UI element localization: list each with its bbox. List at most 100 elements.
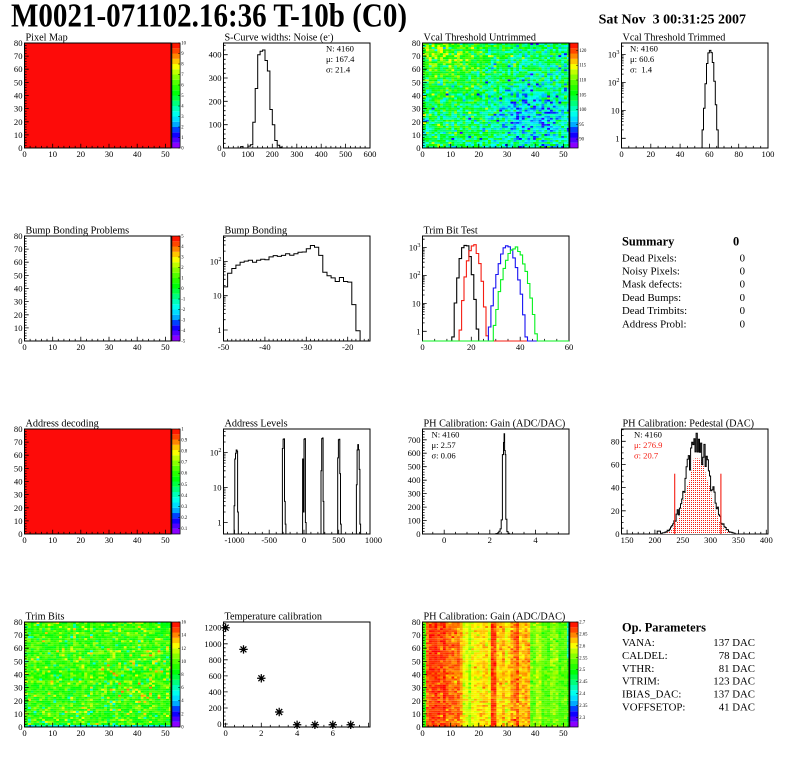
svg-text:110: 110 [579,79,587,84]
svg-text:20: 20 [14,310,23,320]
svg-text:-40: -40 [259,342,270,352]
svg-text:VTHR:: VTHR: [622,663,654,675]
svg-text:20: 20 [475,149,484,159]
svg-text:Address Probl:: Address Probl: [622,318,686,330]
svg-text:400: 400 [209,50,222,60]
svg-text:0: 0 [217,719,221,729]
svg-text:70: 70 [412,51,421,61]
svg-text:60: 60 [14,64,23,74]
svg-text:3: 3 [181,256,184,261]
svg-text:Pixel Map: Pixel Map [26,32,68,43]
svg-text:M0021-071102.16:36 T-10b (C0): M0021-071102.16:36 T-10b (C0) [11,0,407,32]
svg-text:2: 2 [181,266,184,271]
svg-text:8: 8 [181,673,184,678]
svg-text:50: 50 [161,149,170,159]
svg-text:1000: 1000 [365,535,382,545]
svg-text:5: 5 [181,94,184,99]
svg-text:20: 20 [412,696,421,706]
svg-text:0: 0 [740,305,745,317]
svg-text:CALDEL:: CALDEL: [622,650,668,662]
svg-text:60: 60 [412,643,421,653]
svg-text:102: 102 [210,447,222,457]
svg-text:70: 70 [412,630,421,640]
svg-text:40: 40 [133,149,142,159]
svg-text:Dead Bumps:: Dead Bumps: [622,292,681,304]
svg-text:0: 0 [181,726,184,731]
svg-text:60: 60 [565,342,574,352]
svg-text:10: 10 [446,728,455,738]
svg-text:400: 400 [760,535,773,545]
svg-text:0: 0 [221,149,225,159]
svg-text:50: 50 [412,656,421,666]
svg-text:10: 10 [412,130,421,140]
svg-text:μ: 167.4: μ: 167.4 [326,54,355,64]
svg-text:10: 10 [213,483,222,493]
svg-text:1: 1 [181,428,184,433]
svg-text:1: 1 [181,277,184,282]
svg-text:N: 4160: N: 4160 [326,44,354,54]
svg-text:VOFFSETOP:: VOFFSETOP: [622,702,685,714]
svg-text:0.6: 0.6 [181,472,188,477]
svg-text:0: 0 [740,266,745,278]
svg-text:115: 115 [579,64,587,69]
svg-text:90: 90 [579,138,584,143]
svg-text:1000: 1000 [204,639,221,649]
svg-text:Mask defects:: Mask defects: [622,279,682,291]
svg-text:500: 500 [408,462,421,472]
svg-text:10: 10 [48,149,57,159]
svg-text:1200: 1200 [204,623,221,633]
svg-text:78 DAC: 78 DAC [719,650,755,662]
svg-text:103: 103 [409,242,421,252]
svg-text:2.55: 2.55 [579,656,588,661]
svg-text:20: 20 [14,117,23,127]
svg-text:250: 250 [676,535,689,545]
svg-text:40: 40 [133,728,142,738]
svg-text:137 DAC: 137 DAC [713,689,755,701]
svg-text:60: 60 [705,149,714,159]
svg-text:70: 70 [14,437,23,447]
svg-text:-20: -20 [342,342,353,352]
svg-text:0.2: 0.2 [181,516,188,521]
svg-text:Vcal Threshold Trimmed: Vcal Threshold Trimmed [623,32,726,43]
svg-text:0: 0 [416,143,420,153]
svg-text:VANA:: VANA: [622,637,655,649]
svg-text:100: 100 [241,149,254,159]
svg-text:4: 4 [181,699,184,704]
svg-text:700: 700 [408,435,421,445]
svg-text:123 DAC: 123 DAC [713,676,755,688]
svg-text:S-Curve widths: Noise (e-): S-Curve widths: Noise (e-) [225,31,334,43]
svg-text:0: 0 [740,279,745,291]
svg-text:-50: -50 [218,342,229,352]
svg-text:0: 0 [420,149,424,159]
svg-text:100: 100 [762,149,775,159]
svg-text:20: 20 [611,506,620,516]
svg-text:40: 40 [133,535,142,545]
svg-text:40: 40 [14,91,23,101]
svg-text:16: 16 [181,621,186,626]
svg-text:1: 1 [181,136,184,141]
svg-text:50: 50 [14,270,23,280]
svg-text:500: 500 [332,535,345,545]
svg-text:0: 0 [740,292,745,304]
svg-text:70: 70 [14,51,23,61]
svg-text:0: 0 [442,535,446,545]
svg-text:PH Calibration: Gain (ADC/DAC): PH Calibration: Gain (ADC/DAC) [424,418,566,429]
svg-text:N: 4160: N: 4160 [432,430,460,440]
svg-text:80: 80 [14,231,23,241]
svg-text:2.4: 2.4 [579,692,586,697]
svg-text:10: 10 [213,291,222,301]
svg-text:10: 10 [48,342,57,352]
svg-text:50: 50 [14,77,23,87]
svg-text:14: 14 [181,634,186,639]
svg-text:0: 0 [420,342,424,352]
svg-text:40: 40 [611,483,620,493]
svg-text:0: 0 [615,529,619,539]
svg-text:10: 10 [14,516,23,526]
svg-text:Trim Bits: Trim Bits [26,611,65,622]
svg-text:20: 20 [14,503,23,513]
svg-text:200: 200 [648,535,661,545]
svg-text:0: 0 [22,342,26,352]
svg-text:50: 50 [559,149,568,159]
svg-text:102: 102 [608,77,620,87]
svg-text:30: 30 [412,104,421,114]
